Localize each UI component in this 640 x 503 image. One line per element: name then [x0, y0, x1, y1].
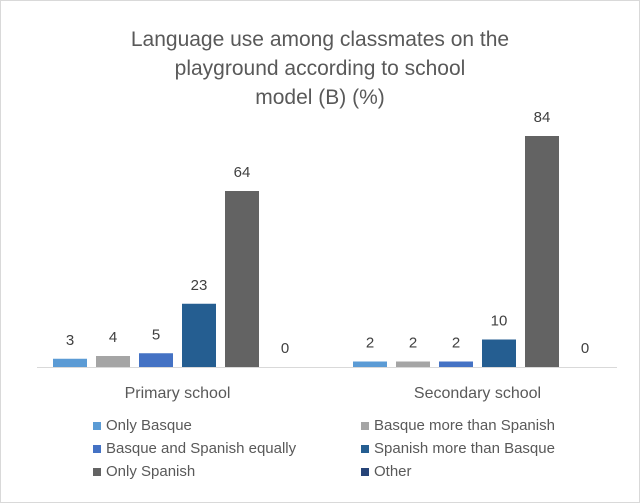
legend-swatch	[93, 467, 101, 476]
data-label-2-5: 84	[534, 109, 551, 126]
bar-1-3	[139, 353, 173, 367]
legend-label: Other	[374, 463, 412, 480]
bar-1-5	[225, 191, 259, 367]
bar-1-1	[53, 358, 87, 367]
data-label-1-4: 23	[191, 277, 208, 294]
legend-label: Basque more than Spanish	[374, 417, 555, 434]
title-line-3: model (B) (%)	[255, 86, 385, 109]
legend-swatch	[361, 421, 369, 430]
bar-2-1	[353, 361, 387, 367]
data-label-1-2: 4	[109, 329, 117, 346]
bar-1-4	[182, 303, 216, 367]
bar-1-2	[96, 356, 130, 367]
bar-2-5	[525, 136, 559, 367]
data-label-2-1: 2	[366, 335, 374, 352]
legend-swatch	[361, 467, 369, 476]
legend-item-6: Other	[361, 461, 613, 482]
legend-label: Only Basque	[106, 417, 192, 434]
bar-2-4	[482, 339, 516, 367]
chart-title: Language use among classmates on the pla…	[1, 25, 639, 112]
data-label-1-5: 64	[234, 164, 251, 181]
legend-swatch	[361, 444, 369, 453]
data-label-2-6: 0	[581, 340, 589, 357]
data-label-1-6: 0	[281, 340, 289, 357]
legend-label: Basque and Spanish equally	[106, 440, 297, 457]
data-label-2-3: 2	[452, 335, 460, 352]
category-label-2: Secondary school	[414, 385, 541, 402]
legend: Only Basque Basque more than Spanish Basqu…	[93, 415, 613, 482]
legend-item-1: Only Basque	[93, 415, 361, 436]
legend-item-4: Spanish more than Basque	[361, 438, 613, 459]
legend-swatch	[93, 444, 101, 453]
legend-label: Spanish more than Basque	[374, 440, 555, 457]
data-label-2-2: 2	[409, 335, 417, 352]
legend-swatch	[93, 421, 101, 430]
data-label-2-4: 10	[491, 313, 508, 330]
data-label-1-1: 3	[66, 332, 74, 349]
title-line-2: playground according to school	[174, 57, 466, 80]
title-line-1: Language use among classmates on the	[130, 28, 510, 51]
legend-item-2: Basque more than Spanish	[361, 415, 613, 436]
legend-item-3: Basque and Spanish equally	[93, 438, 361, 459]
bar-2-3	[439, 361, 473, 367]
legend-item-5: Only Spanish	[93, 461, 361, 482]
data-label-1-3: 5	[152, 326, 160, 343]
category-label-1: Primary school	[125, 385, 231, 402]
legend-label: Only Spanish	[106, 463, 196, 480]
bar-2-2	[396, 361, 430, 367]
